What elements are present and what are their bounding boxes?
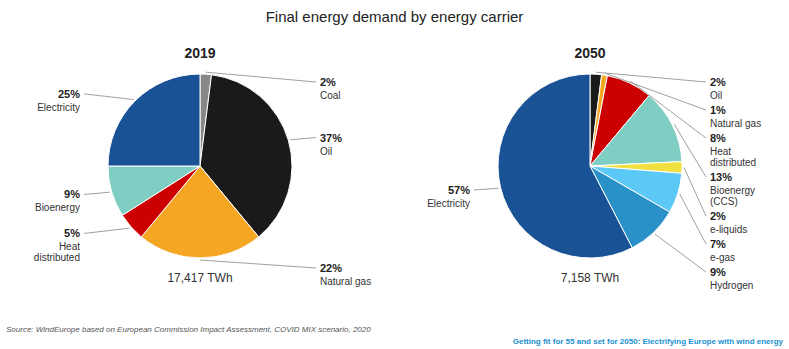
- source: Source: WindEurope based on European Com…: [6, 325, 371, 334]
- slice: [590, 96, 682, 166]
- category-label: Bioenergy: [35, 202, 80, 213]
- leader-line: [596, 72, 706, 82]
- leader-line: [674, 124, 706, 177]
- total: 7,158 TWh: [561, 271, 619, 285]
- leader-line: [206, 72, 316, 82]
- pie: 2019 2% Coal 37% Oil 22% Natural gas 25% Electri…: [34, 45, 371, 287]
- leader-line: [680, 194, 706, 244]
- category-label: e-liquids: [710, 224, 747, 235]
- category-label: Natural gas: [320, 276, 371, 287]
- category-label: e-gas: [710, 252, 735, 263]
- category-label: Hydrogen: [710, 280, 753, 291]
- data-label: 7%: [710, 238, 726, 250]
- category-label: Natural gas: [710, 118, 761, 129]
- leader-line: [630, 81, 706, 138]
- pie: 2050 2% Oil 1% Natural gas 8% Heatdistributed 1…: [427, 45, 761, 291]
- data-label: 13%: [710, 171, 732, 183]
- data-label: 1%: [710, 104, 726, 116]
- chart: Final energy demand by energy carrier 201…: [0, 0, 789, 349]
- footer: Getting fit for 55 and set for 2050: Ele…: [513, 337, 784, 346]
- data-label: 22%: [320, 262, 342, 274]
- category-label: Heatdistributed: [34, 241, 80, 263]
- pie-title: 2019: [184, 45, 215, 61]
- data-label: 9%: [64, 188, 80, 200]
- data-label: 8%: [710, 132, 726, 144]
- leader-line: [84, 192, 110, 194]
- leader-line: [290, 138, 316, 140]
- total: 17,417 TWh: [167, 271, 232, 285]
- data-label: 37%: [320, 132, 342, 144]
- category-label: Oil: [710, 90, 722, 101]
- category-label: Electricity: [427, 198, 470, 209]
- data-label: 57%: [448, 184, 470, 196]
- pie-title: 2050: [574, 45, 605, 61]
- category-label: Coal: [320, 90, 341, 101]
- category-label: Electricity: [37, 102, 80, 113]
- data-label: 2%: [320, 76, 336, 88]
- leader-line: [605, 73, 706, 110]
- category-label: Bioenergy(CCS): [710, 185, 755, 207]
- slice: [108, 166, 200, 215]
- title: Final energy demand by energy carrier: [266, 8, 524, 25]
- slice: [498, 74, 632, 258]
- slice: [108, 74, 200, 166]
- data-label: 9%: [710, 266, 726, 278]
- data-label: 25%: [58, 88, 80, 100]
- category-label: Oil: [320, 146, 332, 157]
- leader-line: [655, 234, 706, 272]
- leader-line: [200, 260, 316, 268]
- data-label: 5%: [64, 227, 80, 239]
- leader-line: [84, 228, 129, 233]
- leader-line: [474, 188, 499, 190]
- data-label: 2%: [710, 210, 726, 222]
- data-label: 2%: [710, 76, 726, 88]
- category-label: Heatdistributed: [710, 146, 756, 168]
- leader-line: [84, 94, 134, 100]
